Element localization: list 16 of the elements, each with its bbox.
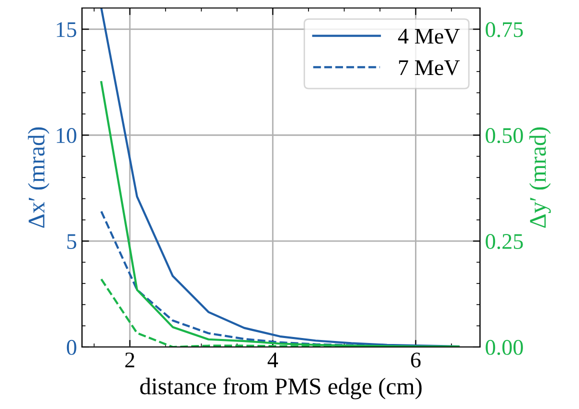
- y2-tick-label: 0.25: [486, 234, 523, 250]
- y2-axis-title: Δy′ (mrad): [529, 127, 551, 228]
- x-axis-title: distance from PMS edge (cm): [140, 378, 422, 400]
- y-tick-label: 0: [66, 340, 76, 355]
- y-axis-title: Δx′ (mrad): [28, 127, 50, 228]
- y2-tick-label: 0.50: [486, 128, 523, 144]
- legend-label: 7 MeV: [399, 60, 460, 76]
- x-tick-label: 6: [411, 352, 421, 368]
- x-tick-label: 4: [268, 352, 278, 368]
- y-tick-label: 5: [67, 234, 76, 249]
- legend-label: 4 MeV: [398, 28, 460, 44]
- y-tick-label: 10: [56, 128, 76, 144]
- y-tick-label: 15: [56, 22, 76, 38]
- y2-tick-label: 0.75: [486, 22, 523, 38]
- x-tick-label: 2: [125, 352, 134, 368]
- y2-tick-label: 0.00: [486, 340, 523, 356]
